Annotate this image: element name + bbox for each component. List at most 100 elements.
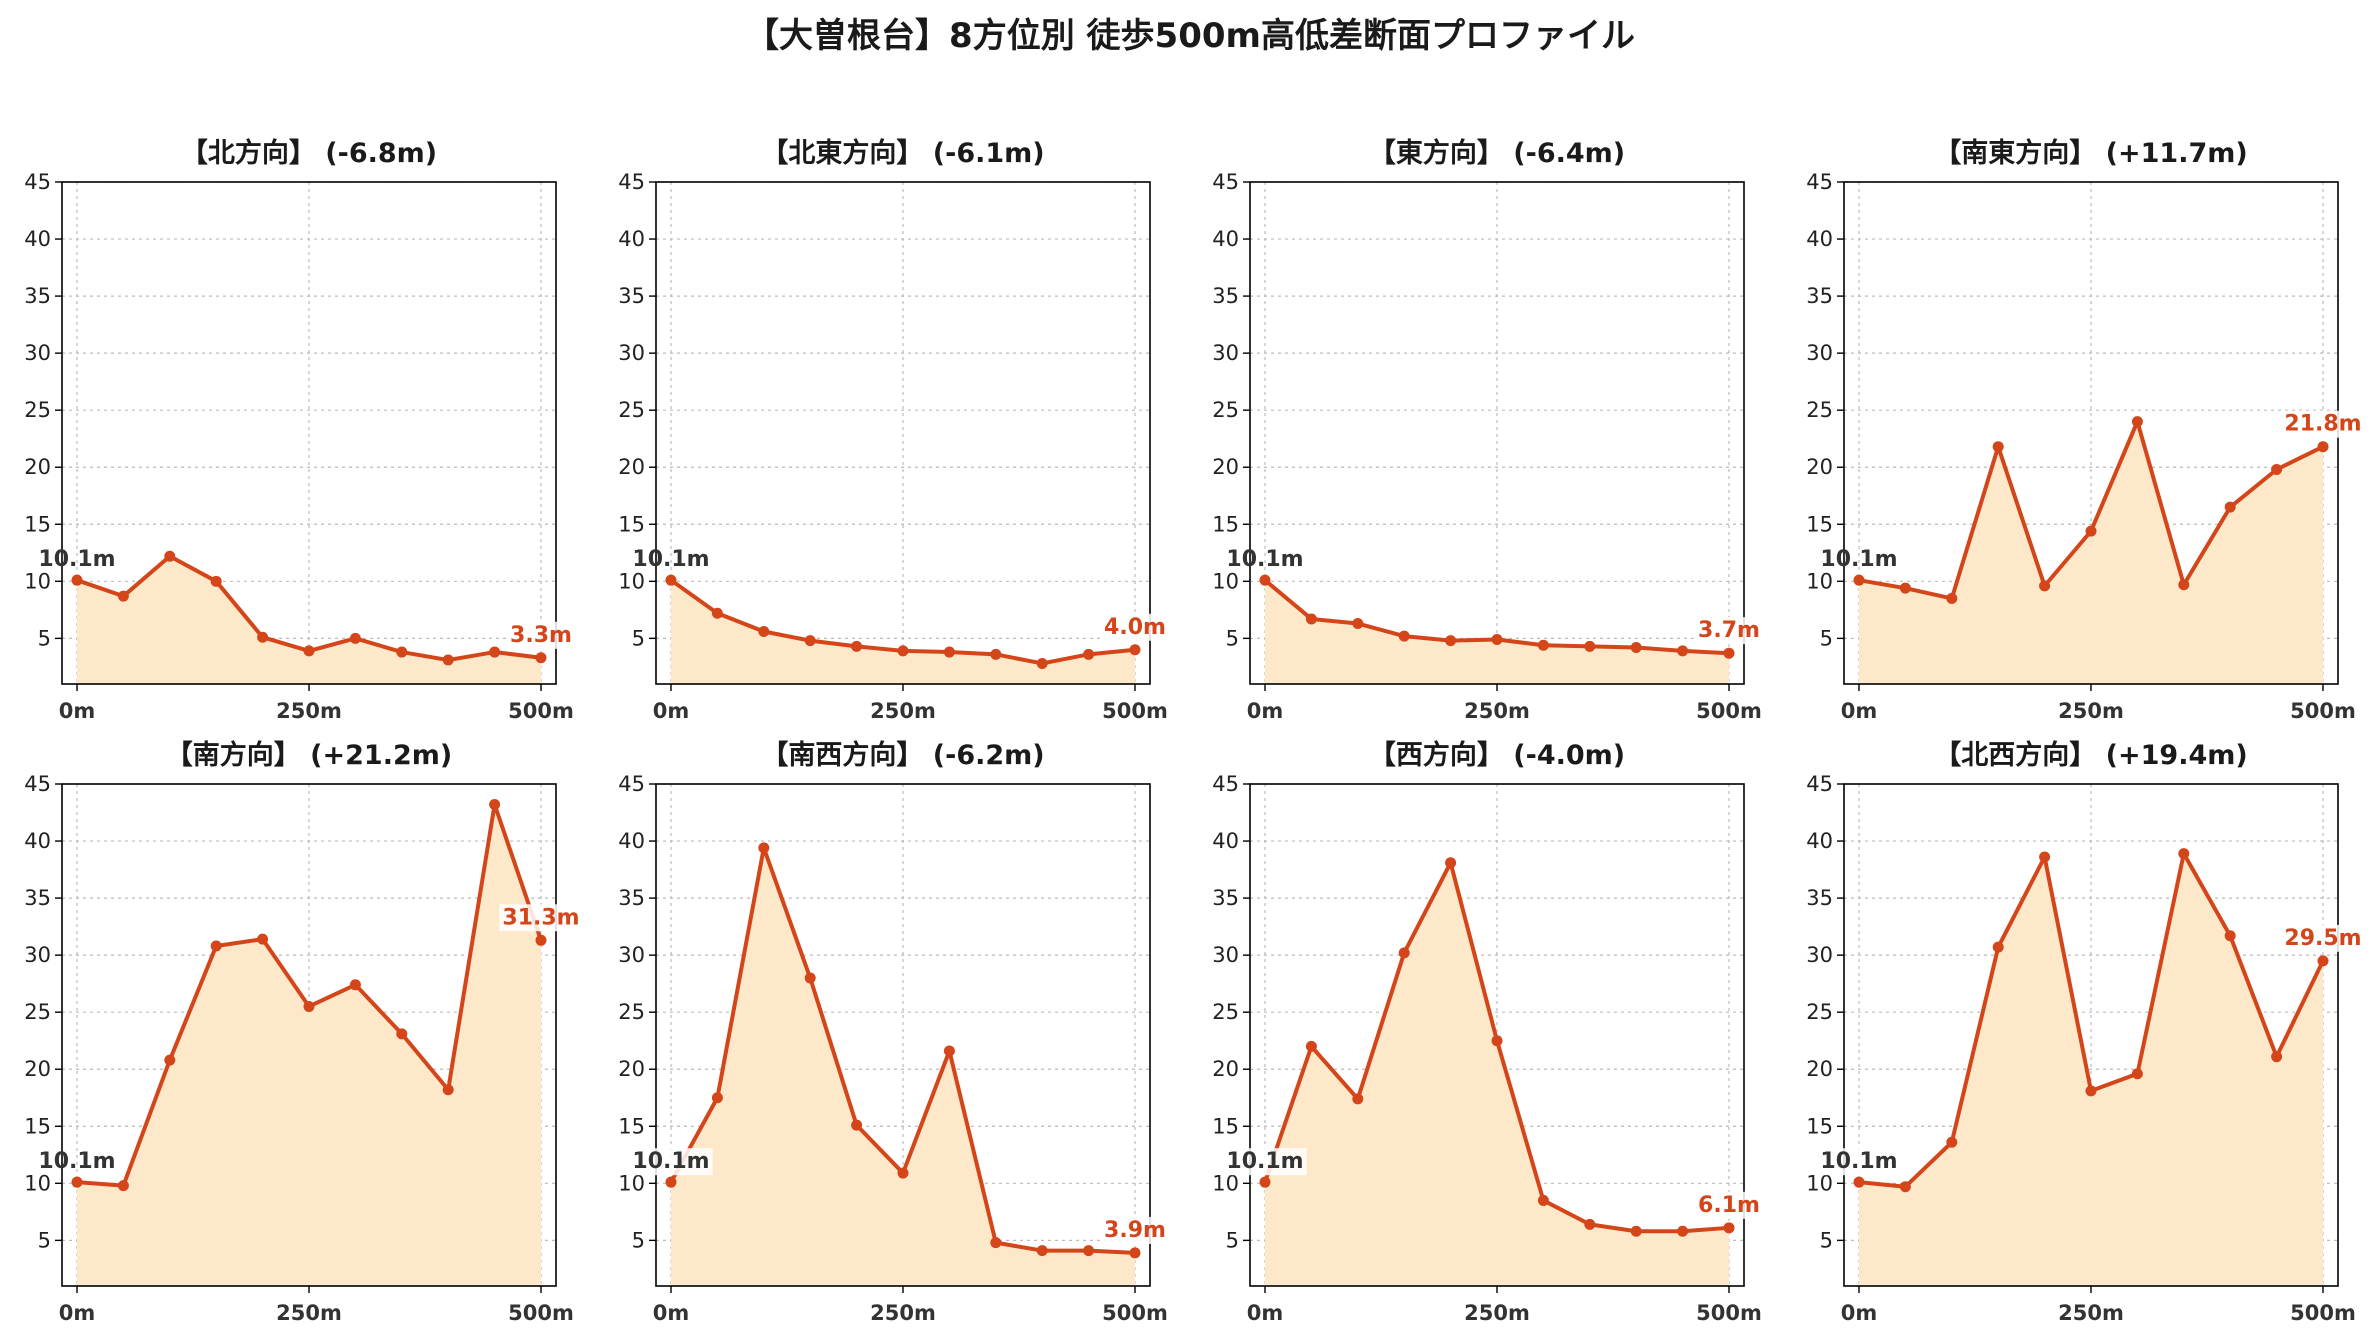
data-point xyxy=(164,550,176,562)
panel-title: 【南方向】 (+21.2m) xyxy=(166,739,452,771)
data-point xyxy=(303,1000,315,1012)
data-point xyxy=(990,1237,1002,1249)
data-point xyxy=(1352,1093,1364,1105)
end-label-background xyxy=(1695,1191,1763,1219)
data-point xyxy=(1537,1194,1549,1206)
data-point xyxy=(758,626,770,638)
x-tick-label: 0m xyxy=(653,699,690,723)
data-point xyxy=(1630,641,1642,653)
data-point xyxy=(1853,574,1865,586)
data-point xyxy=(1259,574,1271,586)
data-point xyxy=(489,799,501,811)
data-point xyxy=(1352,618,1364,630)
data-point xyxy=(1946,1136,1958,1148)
y-tick-label: 10 xyxy=(1806,1171,1833,1195)
y-tick-label: 35 xyxy=(618,284,645,308)
y-tick-label: 15 xyxy=(24,512,51,536)
data-point xyxy=(117,1180,129,1192)
y-tick-label: 20 xyxy=(618,455,645,479)
area-fill xyxy=(671,847,1135,1286)
y-tick-label: 45 xyxy=(618,170,645,194)
data-point xyxy=(442,654,454,666)
data-point xyxy=(210,940,222,952)
y-tick-label: 40 xyxy=(24,829,51,853)
x-tick-label: 500m xyxy=(1102,1301,1168,1325)
y-tick-label: 5 xyxy=(38,1228,51,1252)
x-tick-label: 0m xyxy=(1841,699,1878,723)
start-value-label: 10.1m xyxy=(1820,547,1897,572)
data-point xyxy=(1259,1176,1271,1188)
y-tick-label: 10 xyxy=(618,1171,645,1195)
y-tick-label: 20 xyxy=(1212,455,1239,479)
data-point xyxy=(1398,947,1410,959)
y-tick-label: 15 xyxy=(1806,512,1833,536)
axes-frame xyxy=(655,181,1151,685)
y-tick-label: 30 xyxy=(618,943,645,967)
panel-title: 【西方向】 (-4.0m) xyxy=(1369,739,1625,771)
y-tick-label: 5 xyxy=(632,1228,645,1252)
y-tick-label: 40 xyxy=(1806,829,1833,853)
end-label-background xyxy=(2281,410,2365,438)
panel-8: 【北西方向】 (+19.4m) 5 10 15 20 25 30 35 40 45 0m 250m 50… xyxy=(1806,739,2365,1325)
end-value-label: 21.8m xyxy=(2284,412,2361,437)
data-point xyxy=(1537,639,1549,651)
y-tick-label: 40 xyxy=(1212,829,1239,853)
data-point xyxy=(897,645,909,657)
y-tick-label: 25 xyxy=(1212,1000,1239,1024)
y-tick-label: 5 xyxy=(1226,626,1239,650)
area-fill xyxy=(77,804,541,1286)
end-value-label: 4.0m xyxy=(1104,615,1166,640)
y-tick-label: 20 xyxy=(618,1057,645,1081)
data-point xyxy=(1445,635,1457,647)
start-label-background xyxy=(1223,1148,1307,1176)
data-point xyxy=(2039,580,2051,592)
y-tick-label: 45 xyxy=(1212,772,1239,796)
end-value-label: 3.7m xyxy=(1698,618,1760,643)
data-point xyxy=(2317,441,2329,453)
y-tick-label: 10 xyxy=(1806,569,1833,593)
start-value-label: 10.1m xyxy=(1226,1149,1303,1174)
data-point xyxy=(1899,1181,1911,1193)
start-value-label: 10.1m xyxy=(632,547,709,572)
y-tick-label: 20 xyxy=(1806,455,1833,479)
data-point xyxy=(758,842,770,854)
data-point xyxy=(665,574,677,586)
end-label-background xyxy=(2281,924,2365,952)
x-tick-label: 250m xyxy=(276,1301,342,1325)
data-point xyxy=(1129,644,1141,656)
data-point xyxy=(990,648,1002,660)
data-point xyxy=(851,1119,863,1131)
data-point xyxy=(2039,851,2051,863)
y-tick-label: 5 xyxy=(1820,626,1833,650)
data-point xyxy=(1036,1245,1048,1257)
x-tick-label: 250m xyxy=(276,699,342,723)
y-tick-label: 15 xyxy=(618,1114,645,1138)
y-tick-label: 35 xyxy=(24,284,51,308)
end-label-background xyxy=(1695,617,1763,645)
data-point xyxy=(1723,1222,1735,1234)
y-tick-label: 10 xyxy=(24,569,51,593)
data-point xyxy=(349,632,361,644)
data-point xyxy=(2085,525,2097,537)
y-tick-label: 15 xyxy=(618,512,645,536)
data-point xyxy=(711,607,723,619)
data-point xyxy=(1992,441,2004,453)
data-point xyxy=(1491,1035,1503,1047)
data-point xyxy=(2131,1068,2143,1080)
start-value-label: 10.1m xyxy=(1820,1149,1897,1174)
area-fill xyxy=(1859,853,2323,1286)
y-tick-label: 35 xyxy=(24,886,51,910)
data-point xyxy=(2178,848,2190,860)
end-label-background xyxy=(1101,613,1169,641)
panel-7: 【西方向】 (-4.0m) 5 10 15 20 25 30 35 40 45 0m 250m 500m… xyxy=(1212,739,1763,1325)
y-tick-label: 35 xyxy=(1806,886,1833,910)
x-tick-label: 0m xyxy=(1247,699,1284,723)
y-tick-label: 10 xyxy=(618,569,645,593)
start-label-background xyxy=(629,1148,713,1176)
data-point xyxy=(210,575,222,587)
panel-2: 【北東方向】 (-6.1m) 5 10 15 20 25 30 35 40 45 0m 250m 500… xyxy=(618,137,1169,723)
x-tick-label: 500m xyxy=(2290,699,2356,723)
panel-5: 【南方向】 (+21.2m) 5 10 15 20 25 30 35 40 45 0m 250m 500… xyxy=(24,739,583,1325)
y-tick-label: 25 xyxy=(1806,398,1833,422)
